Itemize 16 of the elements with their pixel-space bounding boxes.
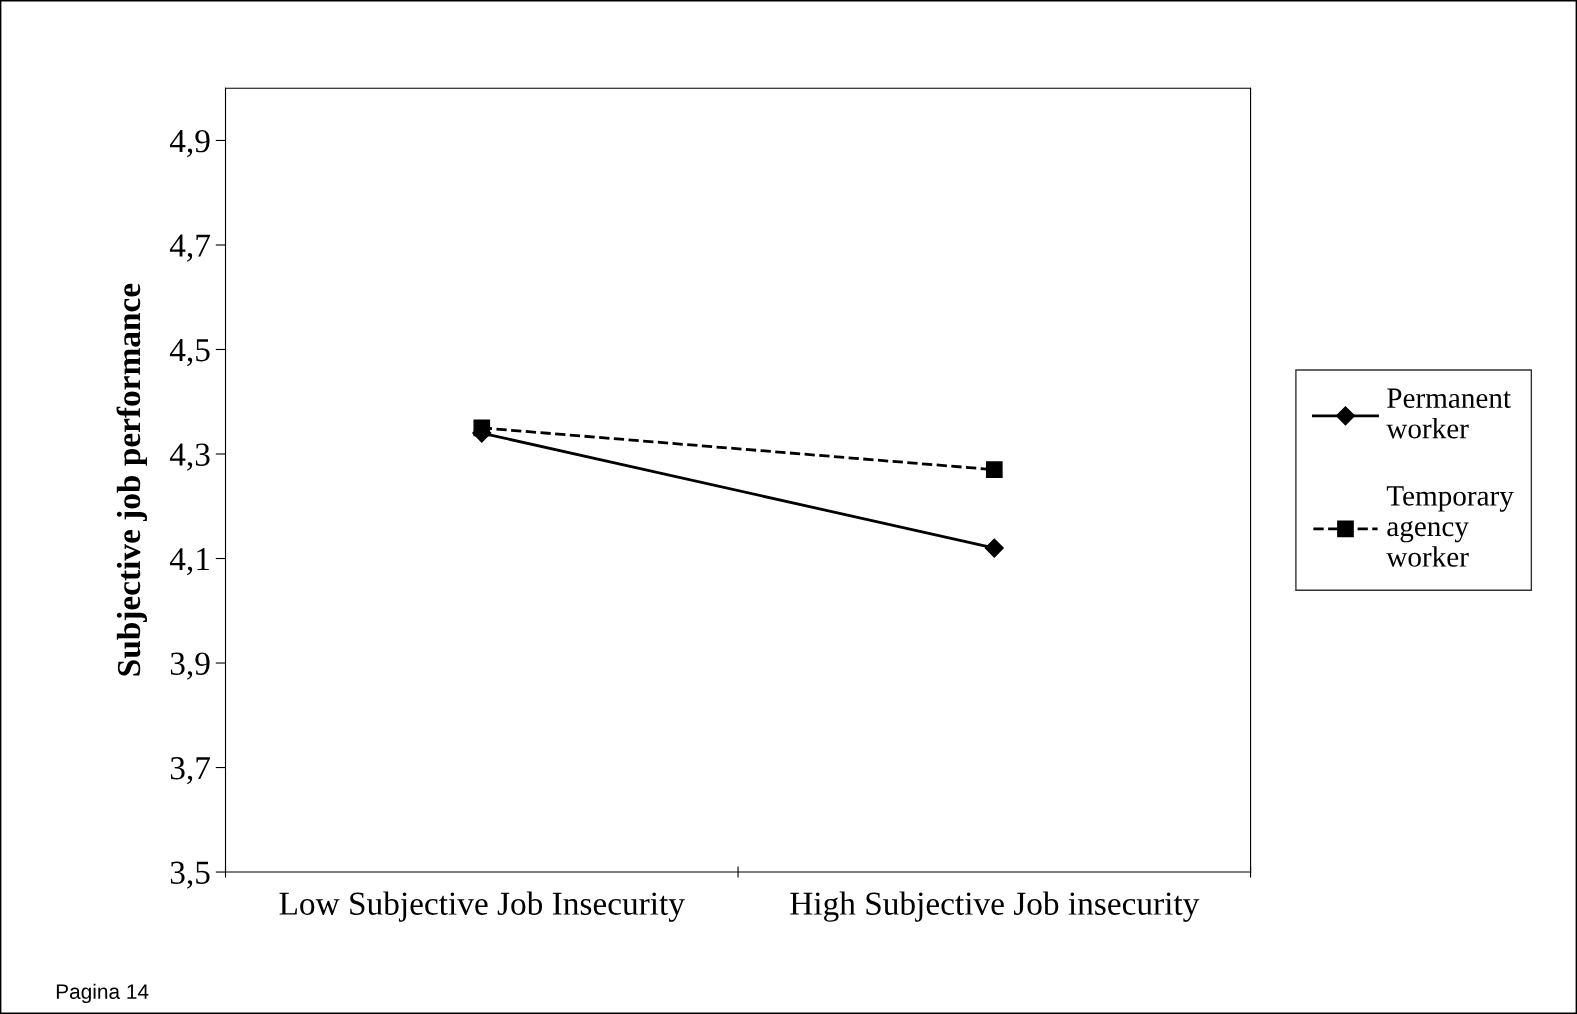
y-tick-label: 4,9 bbox=[169, 129, 210, 158]
y-tick-label: 4,5 bbox=[169, 339, 210, 367]
text: Pagina 14 bbox=[56, 983, 149, 1004]
legend-label: Permanent worker bbox=[1386, 388, 1511, 439]
legend-label: Temporary agency worker bbox=[1386, 486, 1514, 567]
y-tick-label: 4,7 bbox=[169, 234, 210, 262]
y-tick-label: 4,3 bbox=[169, 443, 210, 471]
y-tick-label: 4,1 bbox=[169, 548, 209, 576]
y-axis-title: Subjective job performance bbox=[116, 283, 148, 676]
y-tick-label: 3,9 bbox=[170, 652, 210, 680]
x-tick-label: High Subjective Job insecurity bbox=[790, 891, 1200, 922]
y-tick-label: 3,5 bbox=[170, 861, 210, 889]
y-tick-label: 3,7 bbox=[170, 757, 210, 785]
point bbox=[984, 538, 1004, 558]
x-tick-label: Low Subjective Job Insecurity bbox=[279, 891, 685, 922]
point bbox=[985, 461, 1003, 479]
